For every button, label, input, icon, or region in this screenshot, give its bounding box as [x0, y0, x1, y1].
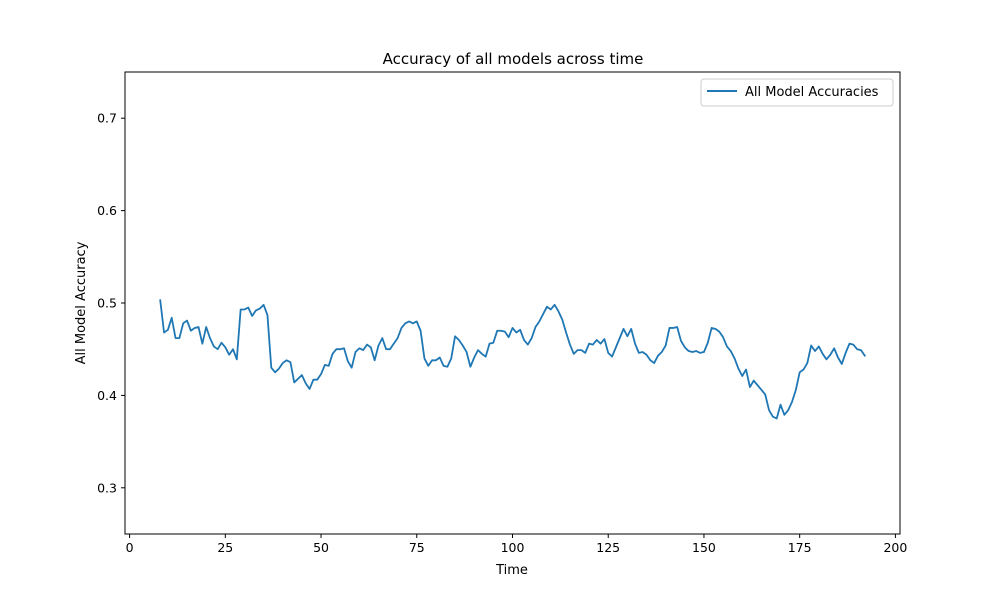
series-layer	[159, 299, 867, 420]
series-line-all-model-accuracies	[159, 299, 867, 420]
x-tick-label: 0	[126, 540, 134, 555]
legend-box	[700, 78, 894, 107]
x-tick-label: 50	[313, 540, 329, 555]
plot-area: 0 25 50 75 100 125 150 175 200 0.3 0.4 0.5 0.6 0.7	[97, 71, 907, 555]
y-tick-label: 0.5	[97, 296, 117, 311]
x-tick-label: 100	[501, 540, 525, 555]
legend: All Model Accuracies	[700, 78, 894, 107]
x-tick-label: 75	[409, 540, 425, 555]
chart-title: Accuracy of all models across time	[383, 50, 644, 68]
x-axis-label: Time	[495, 563, 528, 578]
legend-label-all-model-accuracies: All Model Accuracies	[745, 85, 879, 100]
x-tick-label: 125	[596, 540, 620, 555]
y-tick-label: 0.4	[97, 388, 117, 403]
x-axis: 0 25 50 75 100 125 150 175 200	[126, 534, 907, 555]
y-axis: 0.3 0.4 0.5 0.6 0.7	[97, 111, 125, 495]
x-tick-label: 175	[788, 540, 812, 555]
x-tick-label: 200	[883, 540, 907, 555]
x-tick-label: 150	[692, 540, 716, 555]
y-tick-label: 0.6	[97, 203, 117, 218]
y-tick-label: 0.3	[97, 480, 117, 495]
y-tick-label: 0.7	[97, 111, 117, 126]
y-axis-label: All Model Accuracy	[74, 241, 89, 364]
x-tick-label: 25	[217, 540, 233, 555]
